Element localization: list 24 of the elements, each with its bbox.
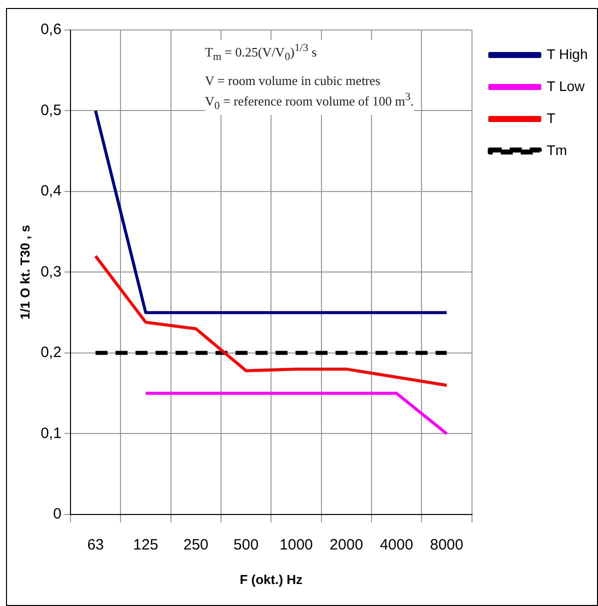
legend-label: T Low xyxy=(546,78,586,94)
annotation: T$_{m}$ = 0.25(V/V$_{0}$)$^{1/3}$ s xyxy=(205,41,318,65)
y-tick-label: 0,5 xyxy=(40,102,62,119)
y-tick-label: 0,1 xyxy=(40,424,62,442)
x-tick-label: 8000 xyxy=(430,536,464,554)
legend-label: T High xyxy=(546,46,588,62)
y-tick-label: 0 xyxy=(53,506,62,523)
x-tick-label: 2000 xyxy=(330,536,364,554)
x-tick-label: 125 xyxy=(133,536,158,554)
legend-label: Tm xyxy=(546,142,567,158)
x-tick-label: 63 xyxy=(87,536,104,554)
y-tick-label: 0,6 xyxy=(40,21,62,38)
y-tick-label: 0,4 xyxy=(40,182,62,200)
x-axis-title: F (okt.) Hz xyxy=(240,572,304,587)
x-tick-label: 500 xyxy=(234,536,259,554)
y-tick-label: 0,2 xyxy=(40,344,62,362)
y-axis-title: 1/1 O kt. T30 , s xyxy=(17,224,32,320)
x-tick-label: 250 xyxy=(183,536,208,554)
annotation: V = room volume in cubic metres xyxy=(205,72,382,89)
x-tick-label: 1000 xyxy=(280,536,313,554)
x-tick-label: 4000 xyxy=(380,536,414,554)
legend-label: T xyxy=(546,110,556,126)
y-tick-label: 0,3 xyxy=(40,263,62,280)
annotation: V$_{0}$ = reference room volume of 100 m$^{3}$. xyxy=(205,90,414,114)
